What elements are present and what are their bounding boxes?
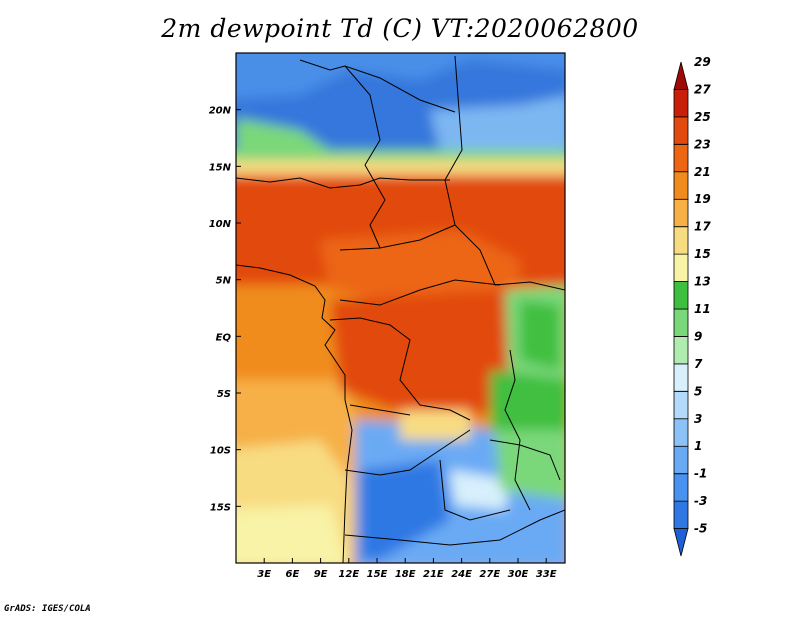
colorbar-label: 23: [694, 137, 711, 151]
colorbar-swatch: [673, 226, 689, 255]
colorbar-swatch: [673, 253, 689, 282]
colorbar-swatch: [673, 336, 689, 365]
lat-tick-label: 15S: [210, 502, 231, 513]
latitude-axis: 20N 15N 10N 5N EQ 5S 10S 15S: [209, 106, 241, 513]
lat-tick-label: 20N: [209, 106, 232, 117]
lon-tick-label: 27E: [479, 569, 500, 580]
colorbar-swatch: [673, 363, 689, 392]
colorbar-swatch: [673, 281, 689, 310]
colorbar-label: 29: [694, 55, 711, 69]
colorbar-swatch: [673, 500, 689, 529]
lat-tick-label: 10S: [210, 446, 231, 457]
colorbar-swatch: [673, 116, 689, 145]
colorbar-swatch: [673, 390, 689, 420]
colorbar-label: 15: [694, 247, 711, 261]
colorbar-label: 3: [694, 412, 702, 426]
colorbar-label: 9: [694, 329, 702, 343]
lon-tick-label: 33E: [536, 569, 557, 580]
lat-tick-label: 15N: [209, 162, 232, 173]
colorbar-swatch: [673, 89, 689, 118]
lon-tick-label: 18E: [395, 569, 416, 580]
longitude-axis: 3E 6E 9E 12E 15E 18E 21E 24E 27E 30E 33E: [257, 558, 557, 580]
colorbar-label: -3: [694, 494, 707, 508]
colorbar-swatch: [673, 143, 689, 173]
map-frame: [235, 52, 566, 564]
colorbar-label: 21: [694, 165, 711, 179]
lon-tick-label: 12E: [338, 569, 359, 580]
lon-tick-label: 3E: [257, 569, 271, 580]
colorbar-label: 11: [694, 302, 711, 316]
colorbar-label: 7: [694, 357, 703, 371]
lon-tick-label: 9E: [314, 569, 328, 580]
colorbar-swatch: [673, 198, 689, 228]
grads-credit: GrADS: IGES/COLA: [4, 604, 91, 614]
lon-tick-label: 21E: [423, 569, 444, 580]
dewpoint-field: [236, 53, 565, 563]
colorbar-swatch: [673, 445, 689, 475]
colorbar-label: 13: [694, 275, 711, 289]
colorbar-swatch: [673, 528, 689, 557]
lon-tick-label: 15E: [367, 569, 388, 580]
lon-tick-label: 24E: [451, 569, 472, 580]
lat-tick-label: EQ: [216, 332, 232, 343]
map-title: 2m dewpoint Td (C) VT:2020062800: [161, 14, 639, 43]
colorbar-label: 5: [694, 384, 702, 398]
colorbar-swatch: [673, 61, 689, 90]
lon-tick-label: 30E: [508, 569, 529, 580]
colorbar-swatch: [673, 418, 689, 447]
colorbar-swatch: [673, 171, 689, 200]
lat-tick-label: 5S: [217, 389, 231, 400]
colorbar-label: 25: [694, 110, 711, 124]
colorbar-label: 1: [694, 439, 702, 453]
lon-tick-label: 6E: [286, 569, 300, 580]
colorbar-swatch: [673, 308, 689, 337]
colorbar-label: 19: [694, 192, 711, 206]
colorbar-label: -1: [694, 467, 707, 481]
colorbar-label: -5: [694, 522, 707, 536]
lat-tick-label: 5N: [216, 276, 232, 287]
colorbar-label: 17: [694, 220, 711, 234]
lat-tick-label: 10N: [209, 219, 232, 230]
colorbar-swatch: [673, 473, 689, 502]
colorbar-label: 27: [694, 82, 711, 96]
